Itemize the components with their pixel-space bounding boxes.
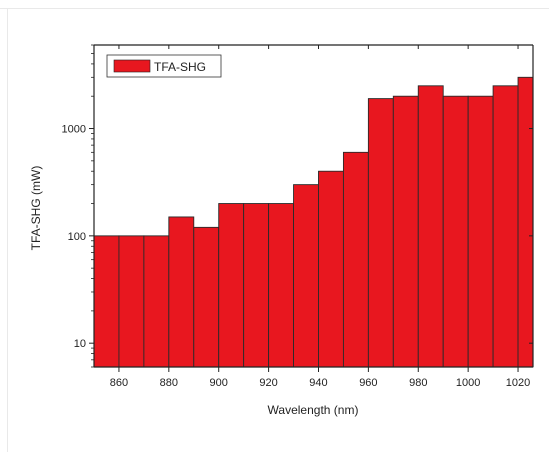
bar-920	[268, 203, 294, 368]
x-tick-label: 900	[210, 377, 228, 389]
frame-border-top	[0, 8, 549, 9]
ticks-group: 860 880 900 920 940 960 980 1000 1020 10 100 1000	[62, 44, 533, 389]
y-tick-label: 10	[74, 338, 86, 350]
bar-940	[318, 170, 344, 368]
bar-900	[218, 203, 245, 368]
bar-990	[442, 95, 469, 368]
x-tick-label: 940	[309, 377, 327, 389]
bar-910	[243, 203, 270, 368]
y-axis-label: TFA-SHG (mW)	[29, 166, 43, 251]
x-axis-label: Wavelength (nm)	[268, 403, 359, 417]
y-tick-label: 1000	[62, 124, 86, 136]
axes-group	[93, 44, 534, 368]
bar-960	[367, 98, 394, 368]
bar-980	[417, 85, 444, 368]
legend: TFA-SHG	[106, 54, 222, 78]
bar-1000	[467, 95, 494, 368]
x-tick-label: 960	[359, 377, 377, 389]
bar-890	[193, 226, 220, 368]
bar-950	[342, 151, 369, 368]
bars-group	[93, 76, 534, 368]
x-tick-label: 920	[259, 377, 277, 389]
x-tick-label: 880	[160, 377, 178, 389]
x-tick-label: 1020	[506, 377, 530, 389]
bar-860	[118, 235, 145, 368]
bar-930	[293, 184, 319, 368]
frame-border-left	[7, 8, 8, 452]
bar-880	[168, 216, 195, 368]
bar-1010	[492, 85, 519, 368]
bar-1020	[517, 76, 534, 368]
y-tick-label: 100	[68, 231, 86, 243]
bar-970	[392, 95, 419, 368]
bar-850	[93, 235, 120, 368]
x-tick-label: 980	[409, 377, 427, 389]
legend-label: TFA-SHG	[154, 60, 206, 74]
x-tick-label: 1000	[456, 377, 480, 389]
bar-870	[143, 235, 170, 368]
legend-swatch	[113, 59, 151, 73]
x-tick-label: 860	[110, 377, 128, 389]
